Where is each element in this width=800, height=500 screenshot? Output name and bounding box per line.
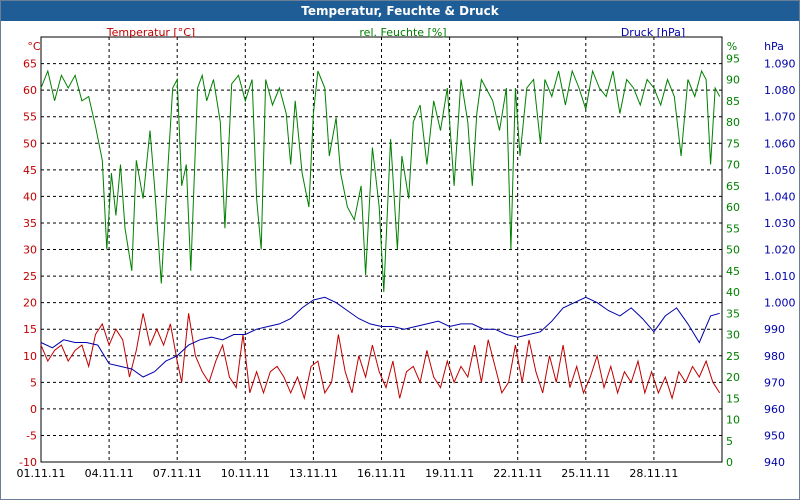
- date-tick-label: 28.11.11: [629, 467, 678, 480]
- date-tick-label: 13.11.11: [289, 467, 338, 480]
- humidity-axis-title: rel. Feuchte [%]: [359, 26, 446, 39]
- date-tick-label: 22.11.11: [493, 467, 542, 480]
- pressure-tick-label: 980: [764, 350, 785, 363]
- pressure-tick-label: 1.050: [764, 164, 796, 177]
- pressure-tick-label: 1.000: [764, 297, 796, 310]
- humidity-tick-label: 50: [726, 244, 740, 257]
- grid-lines: [41, 37, 722, 462]
- humidity-tick-label: 40: [726, 286, 740, 299]
- temperature-tick-label: 25: [23, 270, 37, 283]
- pressure-tick-label: 1.030: [764, 217, 796, 230]
- date-tick-label: 07.11.11: [153, 467, 202, 480]
- date-tick-label: 10.11.11: [221, 467, 270, 480]
- temperature-tick-label: 55: [23, 111, 37, 124]
- humidity-unit-label: %: [727, 40, 737, 53]
- humidity-tick-label: 15: [726, 392, 740, 405]
- temperature-tick-label: 40: [23, 190, 37, 203]
- temperature-tick-label: 15: [23, 323, 37, 336]
- temperature-series-line: [40, 313, 721, 401]
- humidity-tick-label: 30: [726, 329, 740, 342]
- temperature-tick-label: -10: [19, 456, 37, 469]
- pressure-tick-label: 990: [764, 323, 785, 336]
- date-tick-label: 25.11.11: [561, 467, 610, 480]
- date-tick-label: 16.11.11: [357, 467, 406, 480]
- humidity-tick-label: 65: [726, 180, 740, 193]
- humidity-tick-label: 45: [726, 265, 740, 278]
- humidity-tick-label: 75: [726, 137, 740, 150]
- humidity-series-line: [40, 69, 721, 293]
- plot-area-border: [40, 36, 723, 463]
- date-tick-label: 01.11.11: [17, 467, 66, 480]
- pressure-tick-label: 1.070: [764, 111, 796, 124]
- pressure-tick-label: 1.060: [764, 137, 796, 150]
- pressure-tick-label: 970: [764, 376, 785, 389]
- humidity-tick-label: 10: [726, 414, 740, 427]
- date-tick-label: 04.11.11: [85, 467, 134, 480]
- pressure-tick-label: 1.040: [764, 190, 796, 203]
- axis-titles: °C Temperatur [°C] rel. Feuchte [%] Druc…: [27, 26, 784, 53]
- temperature-tick-label: 5: [30, 376, 37, 389]
- humidity-tick-label: 5: [726, 435, 733, 448]
- humidity-tick-label: 95: [726, 52, 740, 65]
- temperature-tick-label: 60: [23, 84, 37, 97]
- pressure-tick-label: 1.010: [764, 270, 796, 283]
- temperature-tick-label: 35: [23, 217, 37, 230]
- temperature-tick-label: 0: [30, 403, 37, 416]
- chart-title: Temperatur, Feuchte & Druck: [1, 1, 799, 21]
- humidity-tick-label: 55: [726, 222, 740, 235]
- humidity-tick-label: 85: [726, 95, 740, 108]
- pressure-tick-label: 1.080: [764, 84, 796, 97]
- pressure-tick-label: 1.020: [764, 244, 796, 257]
- pressure-series-line: [40, 296, 720, 378]
- temperature-tick-label: -5: [26, 429, 37, 442]
- temperature-tick-label: 20: [23, 297, 37, 310]
- humidity-tick-label: 35: [726, 307, 740, 320]
- pressure-tick-label: 1.090: [764, 58, 796, 71]
- pressure-tick-label: 950: [764, 429, 785, 442]
- temperature-tick-label: 30: [23, 244, 37, 257]
- humidity-tick-label: 90: [726, 74, 740, 87]
- humidity-tick-label: 0: [726, 456, 733, 469]
- humidity-tick-label: 25: [726, 350, 740, 363]
- temperature-axis-title: Temperatur [°C]: [106, 26, 195, 39]
- pressure-axis-title: Druck [hPa]: [621, 26, 685, 39]
- pressure-tick-label: 960: [764, 403, 785, 416]
- data-series: [40, 69, 721, 401]
- pressure-unit-label: hPa: [764, 40, 784, 53]
- humidity-tick-label: 80: [726, 116, 740, 129]
- temperature-tick-label: 65: [23, 58, 37, 71]
- date-tick-label: 19.11.11: [425, 467, 474, 480]
- temperature-tick-label: 10: [23, 350, 37, 363]
- chart-canvas: °C Temperatur [°C] rel. Feuchte [%] Druc…: [17, 26, 796, 480]
- temperature-tick-label: 50: [23, 137, 37, 150]
- tick-labels: -10 -5 0 5 10 15 20 25 30 35 40 45 50 55 60 65 0 5 10 15 20 2…: [17, 52, 796, 480]
- humidity-tick-label: 60: [726, 201, 740, 214]
- humidity-tick-label: 70: [726, 159, 740, 172]
- temperature-tick-label: 45: [23, 164, 37, 177]
- pressure-tick-label: 940: [764, 456, 785, 469]
- humidity-tick-label: 20: [726, 371, 740, 384]
- temperature-unit-label: °C: [27, 40, 41, 53]
